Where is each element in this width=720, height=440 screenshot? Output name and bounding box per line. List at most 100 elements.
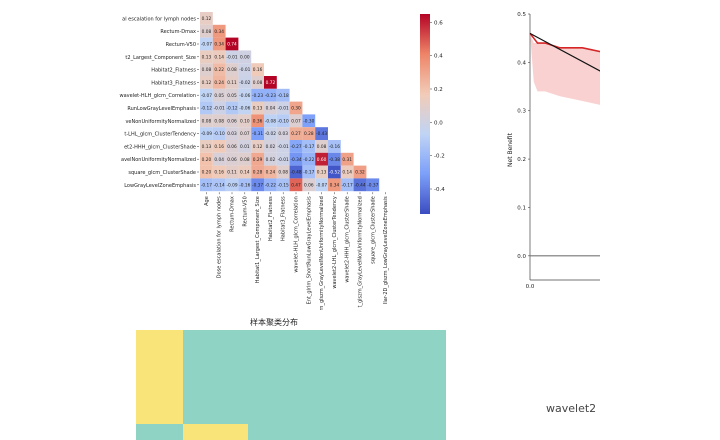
heatmap-cell-value: -0.12 (201, 106, 212, 112)
heatmap-cell-value: 0.16 (253, 67, 263, 73)
heatmap-cell (251, 127, 264, 140)
colorbar-tick-label: 0.0 (434, 120, 443, 126)
heatmap-cell-value: -0.23 (252, 93, 263, 99)
heatmap-cell-value: 0.07 (291, 118, 301, 124)
heatmap-cell (225, 152, 239, 166)
heatmap-cell (238, 178, 252, 192)
correlation-heatmap: al escalation for lymph nodes 0.12 Rectum-… (120, 12, 445, 310)
heatmap-row-label: wavelet-HLH_glcm_Correlation (120, 93, 196, 99)
heatmap-cell (264, 101, 277, 115)
heatmap-cell-value: -0.14 (214, 182, 225, 188)
heatmap-cell (251, 114, 264, 128)
heatmap-cell-value: -0.12 (226, 106, 237, 112)
heatmap-cell-value: -0.27 (290, 144, 301, 150)
dca-y-tick-label: 0.3 (517, 109, 526, 115)
heatmap-cell-value: 0.13 (202, 144, 212, 150)
heatmap-cell (238, 63, 252, 76)
heatmap-cell-value: 0.27 (291, 131, 301, 137)
heatmap-col-label: wavelet2-HHH_glcm_ClusterShade (345, 196, 351, 282)
dca-y-tick-label: 0.4 (517, 60, 526, 66)
heatmap-cell-value: -0.43 (316, 131, 327, 137)
heatmap-cell (200, 24, 213, 38)
heatmap-cell-value: -0.17 (201, 182, 212, 188)
heatmap-cell (200, 178, 213, 192)
heatmap-cell (200, 114, 213, 128)
heatmap-cell-value: 0.10 (240, 118, 250, 124)
heatmap-col-label: wavelet-HLH_glcm_Correlation (294, 196, 300, 272)
heatmap-cell-value: 0.28 (253, 170, 263, 176)
heatmap-cell-value: -0.38 (329, 157, 340, 163)
heatmap-col-label: Habitat1_Largest_Component_Size (255, 196, 261, 283)
heatmap-cell-value: 0.36 (253, 118, 263, 124)
heatmap-cell (238, 140, 252, 153)
heatmap-cell (302, 140, 316, 153)
heatmap-cell (212, 140, 226, 153)
heatmap-cell (212, 127, 226, 140)
heatmap-cell-value: -0.37 (367, 182, 378, 188)
dca-y-tick-label: 0.2 (517, 157, 526, 163)
heatmap-cell-value: 0.03 (227, 131, 237, 137)
heatmap-cell (251, 63, 264, 76)
heatmap-cell-value: -0.18 (278, 93, 289, 99)
heatmap-cell (276, 152, 290, 166)
heatmap-col-label: Habitat2_Flatness (268, 196, 274, 241)
heatmap-col-label: square_glcm_ClusterShade (370, 196, 376, 264)
heatmap-cell (302, 165, 316, 179)
heatmap-cell (212, 63, 226, 76)
heatmap-col-label: rn_glszm_GrayLevelNonUniformityNormalize… (319, 196, 325, 310)
heatmap-cell (225, 50, 239, 64)
heatmap-cell-value: 0.14 (240, 170, 250, 176)
heatmap-cell (289, 114, 303, 128)
dca-y-tick-label: 0.0 (517, 254, 526, 260)
heatmap-cell (276, 88, 290, 102)
heatmap-cell-value: -0.01 (278, 157, 289, 163)
heatmap-row-label: avelNonUniformityNormalized (121, 157, 196, 163)
heatmap-cell-value: 0.16 (214, 170, 224, 176)
heatmap-cell (200, 50, 213, 64)
dca-line-treat-all (529, 32, 600, 72)
heatmap-cell-value: 0.16 (214, 144, 224, 150)
heatmap-cell (264, 152, 277, 166)
heatmap-cell (289, 165, 303, 179)
heatmap-cell (251, 76, 264, 89)
heatmap-cell (251, 165, 264, 179)
heatmap-cell (340, 178, 354, 192)
heatmap-cell-value: 0.34 (214, 29, 224, 35)
heatmap-cell (251, 152, 264, 166)
heatmap-cell-value: 0.20 (202, 157, 212, 163)
cluster-block-yellow-lower (183, 424, 248, 440)
dca-x-tick-label: 0.0 (526, 284, 535, 290)
heatmap-cell-value: 0.12 (253, 144, 263, 150)
heatmap-cell (200, 37, 213, 51)
heatmap-cell (212, 152, 226, 166)
heatmap-cell (264, 127, 277, 140)
heatmap-cell-value: -0.10 (278, 118, 289, 124)
heatmap-cell-value: 0.14 (214, 54, 224, 60)
heatmap-cell-value: -0.48 (290, 170, 301, 176)
heatmap-cell (212, 101, 226, 115)
heatmap-cell-value: -0.16 (239, 182, 250, 188)
heatmap-row-label: LowGrayLevelZoneEmphasis (124, 183, 196, 189)
heatmap-col-label: Rectum-Dmax (230, 196, 236, 232)
heatmap-cell-value: 0.13 (317, 170, 327, 176)
heatmap-cell (225, 127, 239, 140)
heatmap-cell-value: -0.07 (201, 93, 212, 99)
heatmap-cell (264, 114, 277, 128)
heatmap-cell (251, 140, 264, 153)
heatmap-cell-value: 0.32 (355, 170, 365, 176)
heatmap-cell-value: -0.01 (214, 106, 225, 112)
heatmap-cell-value: -0.01 (239, 67, 250, 73)
heatmap-cell (276, 114, 290, 128)
heatmap-cell-value: 0.02 (266, 144, 276, 150)
heatmap-cell (340, 165, 354, 179)
heatmap-cell-value: 0.12 (202, 16, 212, 22)
heatmap-cell (225, 114, 239, 128)
heatmap-cell-value: -0.31 (252, 131, 263, 137)
heatmap-cell (315, 127, 328, 140)
colorbar-tick-label: 0.2 (434, 87, 443, 93)
heatmap-cell (200, 101, 213, 115)
heatmap-cell-value: 0.12 (202, 80, 212, 86)
heatmap-cell-value: 0.30 (291, 106, 301, 112)
heatmap-cell (289, 101, 303, 115)
heatmap-cell (366, 178, 380, 192)
